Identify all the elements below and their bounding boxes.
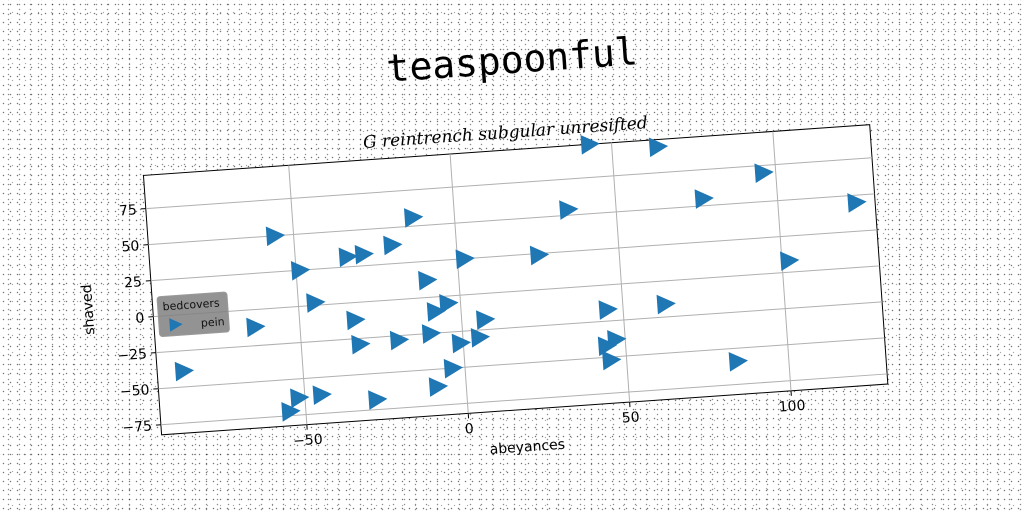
data-point bbox=[847, 193, 867, 213]
y-tick-label: 0 bbox=[135, 310, 145, 327]
y-tick-label: 25 bbox=[124, 274, 143, 291]
data-point bbox=[354, 244, 374, 265]
x-gridline bbox=[288, 165, 308, 425]
data-point bbox=[443, 358, 464, 379]
plot-area bbox=[142, 124, 889, 436]
data-point bbox=[290, 388, 310, 409]
data-point bbox=[648, 137, 669, 158]
y-tick-label: −25 bbox=[117, 346, 148, 364]
data-point bbox=[451, 333, 472, 354]
data-point bbox=[428, 377, 449, 397]
y-tick-label: −50 bbox=[119, 382, 150, 400]
y-gridline bbox=[150, 229, 878, 282]
data-point bbox=[455, 249, 475, 270]
y-gridline bbox=[155, 301, 883, 354]
y-gridline bbox=[153, 265, 880, 318]
data-point bbox=[383, 235, 403, 256]
data-point bbox=[338, 247, 358, 268]
data-point bbox=[281, 402, 301, 422]
data-point bbox=[312, 385, 332, 406]
data-point bbox=[306, 293, 326, 313]
x-gridline bbox=[610, 142, 631, 403]
y-gridline bbox=[145, 157, 873, 210]
y-tick-label: 75 bbox=[119, 202, 138, 219]
x-tick-label: 0 bbox=[464, 421, 474, 438]
x-tick-label: −50 bbox=[293, 432, 324, 450]
legend-title: bedcovers bbox=[162, 296, 220, 313]
data-point bbox=[476, 310, 496, 330]
data-point bbox=[368, 390, 388, 410]
data-point bbox=[598, 300, 618, 320]
data-point bbox=[421, 324, 442, 344]
data-point bbox=[580, 135, 600, 155]
legend-marker bbox=[169, 318, 183, 332]
data-point bbox=[780, 251, 800, 272]
x-gridline bbox=[449, 153, 469, 414]
data-point bbox=[389, 330, 410, 351]
data-point bbox=[602, 350, 622, 371]
data-point bbox=[426, 302, 447, 322]
data-point bbox=[656, 294, 676, 315]
legend: bedcovers pein bbox=[156, 291, 230, 337]
y-tick-label: 50 bbox=[121, 238, 140, 255]
data-point bbox=[403, 208, 424, 228]
x-tick-label: 100 bbox=[778, 398, 806, 416]
data-point bbox=[351, 334, 371, 355]
data-point bbox=[418, 270, 438, 291]
data-point bbox=[694, 189, 714, 209]
y-gridline bbox=[158, 337, 885, 390]
x-axis-label: abeyances bbox=[489, 437, 565, 458]
data-point bbox=[290, 260, 311, 281]
data-point bbox=[728, 351, 748, 372]
data-point bbox=[754, 163, 774, 184]
y-gridline bbox=[160, 373, 888, 426]
x-tick-label: 50 bbox=[621, 409, 640, 426]
data-point bbox=[529, 245, 550, 266]
data-point bbox=[559, 200, 579, 220]
y-tick-label: −75 bbox=[122, 418, 153, 436]
data-point bbox=[346, 310, 366, 331]
legend-entry-label: pein bbox=[200, 315, 225, 330]
data-point bbox=[439, 294, 459, 314]
y-axis-label: shaved bbox=[79, 284, 98, 336]
data-point bbox=[597, 336, 618, 357]
data-point bbox=[246, 317, 266, 338]
data-point bbox=[470, 328, 491, 348]
data-point bbox=[265, 226, 286, 247]
data-point bbox=[174, 361, 195, 382]
